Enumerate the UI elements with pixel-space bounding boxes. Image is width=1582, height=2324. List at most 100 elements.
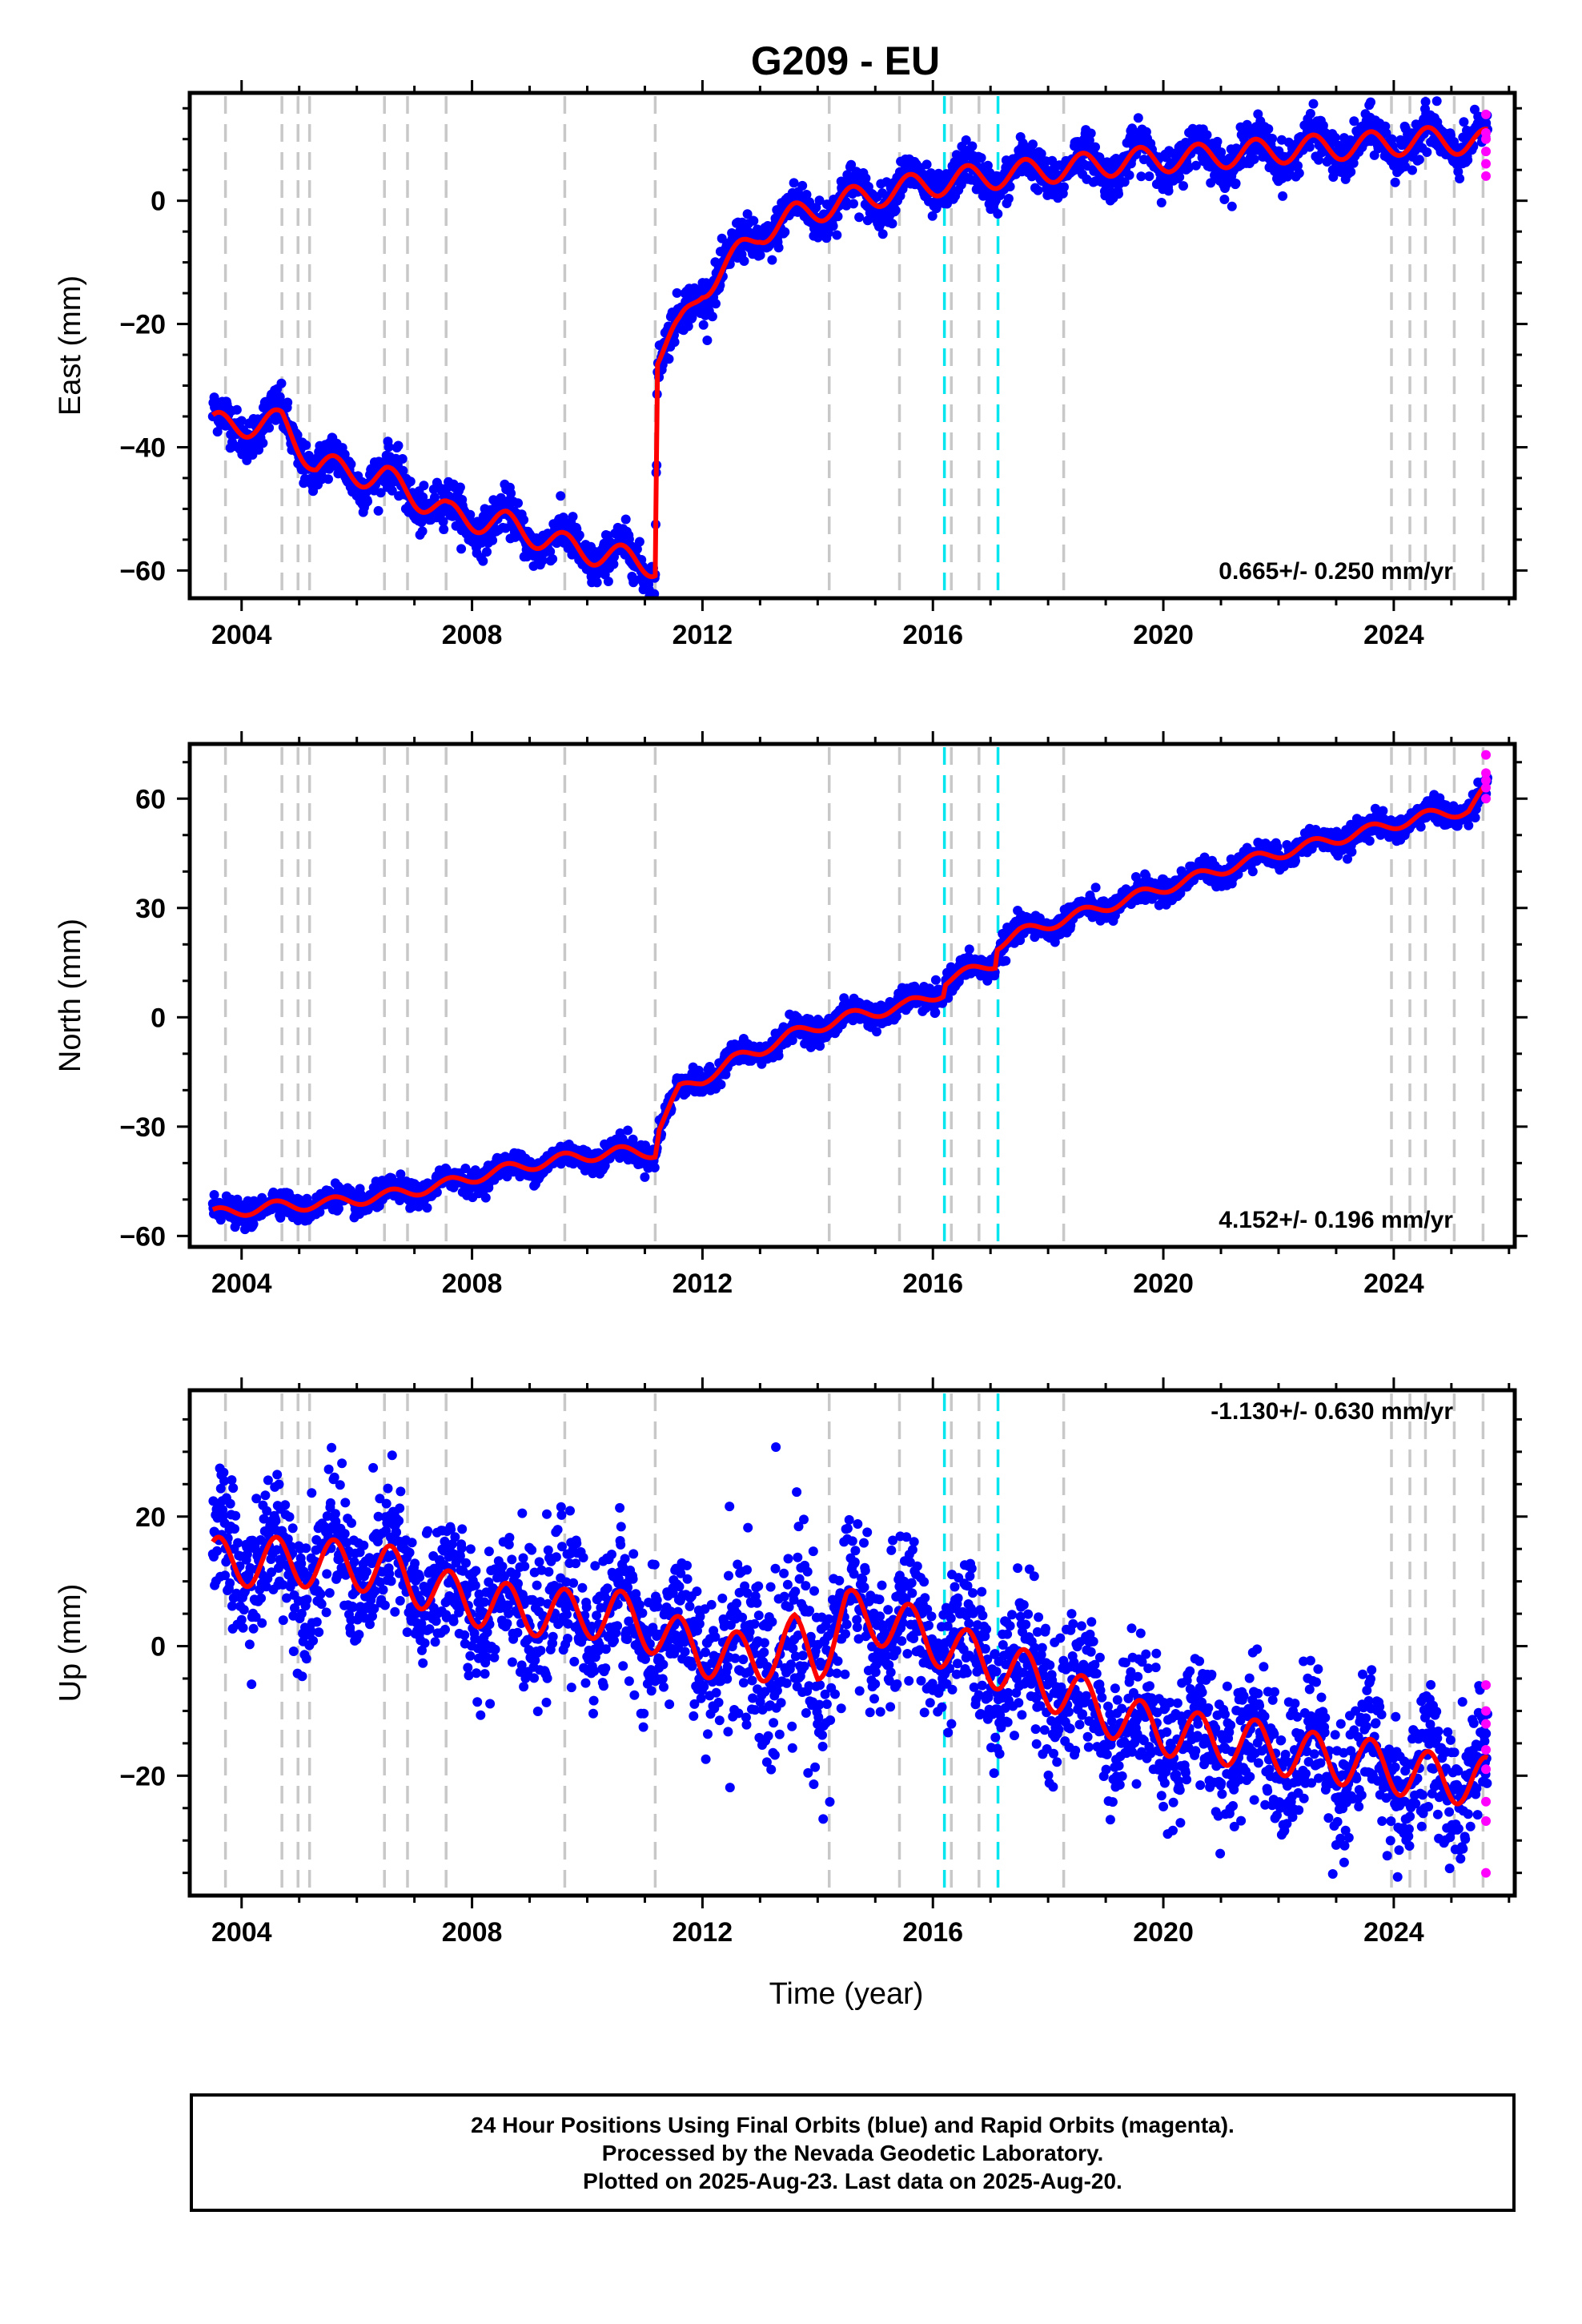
final-point <box>556 491 566 501</box>
final-point <box>813 232 823 243</box>
final-point <box>506 489 516 498</box>
final-point <box>649 589 660 598</box>
final-point <box>548 554 558 564</box>
final-point <box>1003 194 1014 203</box>
final-point <box>1455 174 1465 183</box>
final-point <box>258 438 268 448</box>
final-point <box>283 397 293 408</box>
final-point <box>632 544 642 554</box>
final-point <box>877 229 888 239</box>
final-point <box>323 474 333 485</box>
rapid-point <box>1481 128 1492 139</box>
final-point <box>387 485 397 496</box>
final-point <box>1463 155 1473 165</box>
final-point <box>1414 155 1424 165</box>
final-point <box>398 465 408 476</box>
final-point <box>609 552 619 562</box>
final-point <box>1124 170 1134 180</box>
final-point <box>1090 883 1101 893</box>
final-point <box>749 215 759 226</box>
final-point <box>456 544 467 554</box>
final-point <box>1144 171 1154 182</box>
final-point <box>1136 171 1146 182</box>
final-point <box>801 190 812 199</box>
east-velocity-label: 0.665+/- 0.250 mm/yr <box>1219 558 1453 585</box>
final-point <box>455 482 465 493</box>
final-point <box>846 159 857 170</box>
final-point <box>887 219 897 229</box>
x-tick-label: 2012 <box>673 620 733 650</box>
east-y-axis-label: East (mm) <box>54 275 87 416</box>
final-point <box>716 1080 726 1090</box>
final-point <box>1305 108 1315 119</box>
final-point <box>1178 181 1188 191</box>
final-point <box>993 209 1003 219</box>
final-point <box>346 459 356 469</box>
final-point <box>1314 155 1323 165</box>
final-point <box>422 1203 432 1213</box>
final-point <box>773 243 784 253</box>
final-point <box>1267 134 1278 143</box>
final-point <box>789 178 799 188</box>
final-point <box>742 209 753 219</box>
final-point <box>383 442 394 452</box>
final-point <box>1033 185 1043 195</box>
final-point <box>1459 117 1469 127</box>
final-point <box>1330 132 1340 143</box>
final-point <box>1001 955 1011 966</box>
final-point <box>649 1163 660 1172</box>
final-point <box>861 173 871 183</box>
final-point <box>1119 177 1130 187</box>
final-point <box>976 153 986 163</box>
final-point <box>890 205 901 215</box>
final-point <box>814 195 825 206</box>
final-point <box>592 577 602 588</box>
final-point <box>339 449 350 460</box>
final-point <box>545 546 556 557</box>
final-point <box>967 141 978 151</box>
x-tick-label: 2004 <box>211 620 272 650</box>
final-point <box>669 337 680 348</box>
east-final-points <box>207 96 1492 598</box>
final-point <box>1294 168 1304 179</box>
chart-title: G209 - EU <box>751 38 940 83</box>
final-point <box>568 512 578 522</box>
final-point <box>1346 167 1356 177</box>
final-point <box>393 440 404 451</box>
final-point <box>739 256 749 266</box>
final-point <box>1090 142 1100 152</box>
final-point <box>439 525 449 534</box>
final-point <box>478 556 488 566</box>
rapid-point <box>1481 147 1492 157</box>
final-point <box>1263 124 1274 134</box>
final-point <box>1249 154 1259 164</box>
north-final-points <box>207 773 1492 1235</box>
final-point <box>519 515 529 525</box>
final-point <box>683 321 693 332</box>
final-point <box>1183 163 1194 173</box>
final-point <box>1086 128 1096 139</box>
final-point <box>1278 191 1288 201</box>
final-point <box>930 975 941 985</box>
rapid-point <box>1481 159 1492 169</box>
final-point <box>833 211 843 222</box>
final-point <box>419 480 429 491</box>
final-point <box>664 354 674 364</box>
x-tick-label: 2020 <box>1133 620 1194 650</box>
y-tick-label: 0 <box>151 187 166 217</box>
final-point <box>301 440 311 450</box>
final-point <box>1304 142 1315 152</box>
final-point <box>1156 198 1166 207</box>
final-point <box>1422 147 1432 157</box>
final-point <box>1318 120 1328 131</box>
final-point <box>1293 161 1303 171</box>
final-point <box>755 250 765 260</box>
final-point <box>1420 97 1431 107</box>
final-point <box>1219 195 1230 204</box>
final-point <box>363 497 372 507</box>
final-point <box>1212 136 1223 147</box>
final-point <box>1163 186 1174 196</box>
final-point <box>1366 97 1375 107</box>
x-tick-label: 2008 <box>442 620 503 650</box>
